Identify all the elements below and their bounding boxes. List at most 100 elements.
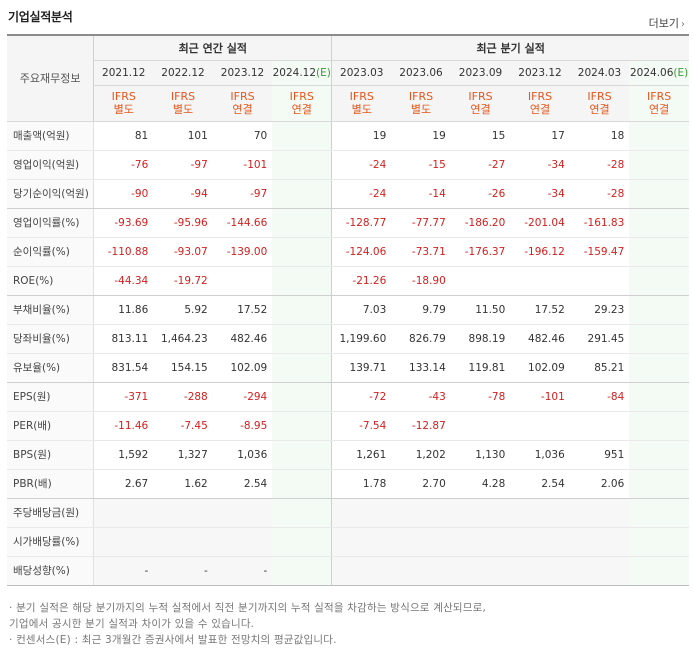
table-cell	[272, 150, 332, 180]
table-cell	[510, 556, 570, 586]
table-cell	[272, 208, 332, 238]
financial-summary-table: 주요재무정보 최근 연간 실적 최근 분기 실적 2021.12 2022.12 2023…	[7, 34, 689, 586]
table-cell	[272, 324, 332, 354]
estimate-mark: (E)	[316, 66, 331, 79]
table-cell	[93, 527, 154, 557]
table-cell: 133.14	[391, 353, 451, 383]
table-cell	[629, 266, 689, 296]
accounting-standard-header: IFRS 연결	[450, 85, 511, 122]
table-cell	[629, 440, 689, 470]
table-cell	[272, 440, 332, 470]
table-cell: 1,130	[450, 440, 511, 470]
table-cell: -73.71	[391, 237, 451, 267]
table-cell	[450, 411, 511, 441]
table-cell	[93, 498, 154, 528]
table-cell: -34	[510, 179, 570, 209]
period-header: 2023.09	[450, 60, 511, 86]
table-cell	[629, 237, 689, 267]
table-cell	[212, 266, 273, 296]
table-cell: 70	[212, 121, 273, 151]
table-cell: 898.19	[450, 324, 511, 354]
table-cell: -26	[450, 179, 511, 209]
table-cell	[272, 237, 332, 267]
table-cell	[272, 266, 332, 296]
footnote-line: 기업에서 공시한 분기 실적과 차이가 있을 수 있습니다.	[9, 618, 255, 630]
period-label: 2024.06	[630, 66, 674, 79]
table-cell: -93.69	[93, 208, 154, 238]
table-cell	[510, 411, 570, 441]
period-header: 2023.12	[510, 60, 570, 86]
accounting-standard-header: IFRS 별도	[153, 85, 213, 122]
table-row: 영업이익률(%) -93.69 -95.96 -144.66 -128.77 -77.77…	[7, 208, 689, 238]
accounting-standard-header: IFRS 연결	[272, 85, 332, 122]
accounting-standard-header: IFRS 연결	[510, 85, 570, 122]
table-cell	[272, 556, 332, 586]
consolidation-label: 별도	[113, 103, 134, 116]
table-cell: 951	[569, 440, 630, 470]
section-title: 기업실적분석	[8, 10, 73, 24]
table-cell	[272, 411, 332, 441]
consolidation-label: 연결	[291, 103, 312, 116]
row-label: 영업이익(억원)	[7, 150, 95, 180]
table-cell: -11.46	[93, 411, 154, 441]
table-cell	[629, 411, 689, 441]
consolidation-label: 연결	[589, 103, 610, 116]
period-label: 2023.12	[518, 66, 562, 79]
table-cell: 119.81	[450, 353, 511, 383]
table-cell: -128.77	[331, 208, 392, 238]
table-cell: 2.06	[569, 469, 630, 499]
table-row: 영업이익(억원) -76 -97 -101 -24 -15 -27 -34 -28	[7, 150, 689, 180]
table-cell: -76	[93, 150, 154, 180]
table-cell	[272, 295, 332, 325]
standard-label: IFRS	[230, 90, 255, 103]
table-cell	[510, 527, 570, 557]
annual-group-header: 최근 연간 실적	[93, 34, 332, 61]
table-cell	[153, 498, 213, 528]
table-cell: -161.83	[569, 208, 630, 238]
table-cell: 154.15	[153, 353, 213, 383]
table-cell: 1.78	[331, 469, 392, 499]
table-cell: 482.46	[510, 324, 570, 354]
table-cell	[629, 469, 689, 499]
period-header: 2024.03	[569, 60, 630, 86]
footnote-line: · 컨센서스(E) : 최근 3개월간 증권사에서 발표한 전망치의 평균값입니…	[9, 634, 337, 646]
table-row: 당기순이익(억원) -90 -94 -97 -24 -14 -26 -34 -28	[7, 179, 689, 209]
table-cell: -110.88	[93, 237, 154, 267]
table-cell: -18.90	[391, 266, 451, 296]
row-label: PBR(배)	[7, 469, 95, 499]
standard-label: IFRS	[468, 90, 493, 103]
table-cell: -72	[331, 382, 392, 412]
accounting-standard-header: IFRS 연결	[212, 85, 273, 122]
table-cell: 9.79	[391, 295, 451, 325]
table-cell: 19	[391, 121, 451, 151]
standard-label: IFRS	[527, 90, 553, 103]
more-link[interactable]: 더보기 ›	[649, 15, 685, 31]
table-cell	[331, 498, 392, 528]
table-cell: 2.70	[391, 469, 451, 499]
financial-summary-table-wrap: 주요재무정보 최근 연간 실적 최근 분기 실적 2021.12 2022.12 2023…	[7, 34, 689, 586]
period-label: 2024.12	[272, 66, 317, 79]
table-cell: -7.54	[331, 411, 392, 441]
accounting-standard-header: IFRS 연결	[629, 85, 689, 122]
period-header: 2022.12	[153, 60, 213, 86]
standard-label: IFRS	[587, 90, 612, 103]
consolidation-label: 연결	[649, 103, 670, 116]
more-label[interactable]: 더보기	[648, 17, 679, 30]
table-cell: 18	[569, 121, 630, 151]
table-cell: 85.21	[569, 353, 630, 383]
table-cell: 1,202	[391, 440, 451, 470]
table-cell: -44.34	[93, 266, 154, 296]
table-row: ROE(%) -44.34 -19.72 -21.26 -18.90	[7, 266, 689, 296]
table-row: 주당배당금(원)	[7, 498, 689, 528]
table-cell: -12.87	[391, 411, 451, 441]
consolidation-label: 연결	[470, 103, 491, 116]
period-label: 2024.03	[577, 66, 622, 79]
table-cell: 29.23	[569, 295, 630, 325]
standard-label: IFRS	[170, 90, 196, 103]
table-cell: -90	[93, 179, 154, 209]
period-label: 2023.12	[220, 66, 265, 79]
table-cell: -196.12	[510, 237, 570, 267]
table-cell: -27	[450, 150, 511, 180]
table-cell	[391, 498, 451, 528]
table-cell: -176.37	[450, 237, 511, 267]
